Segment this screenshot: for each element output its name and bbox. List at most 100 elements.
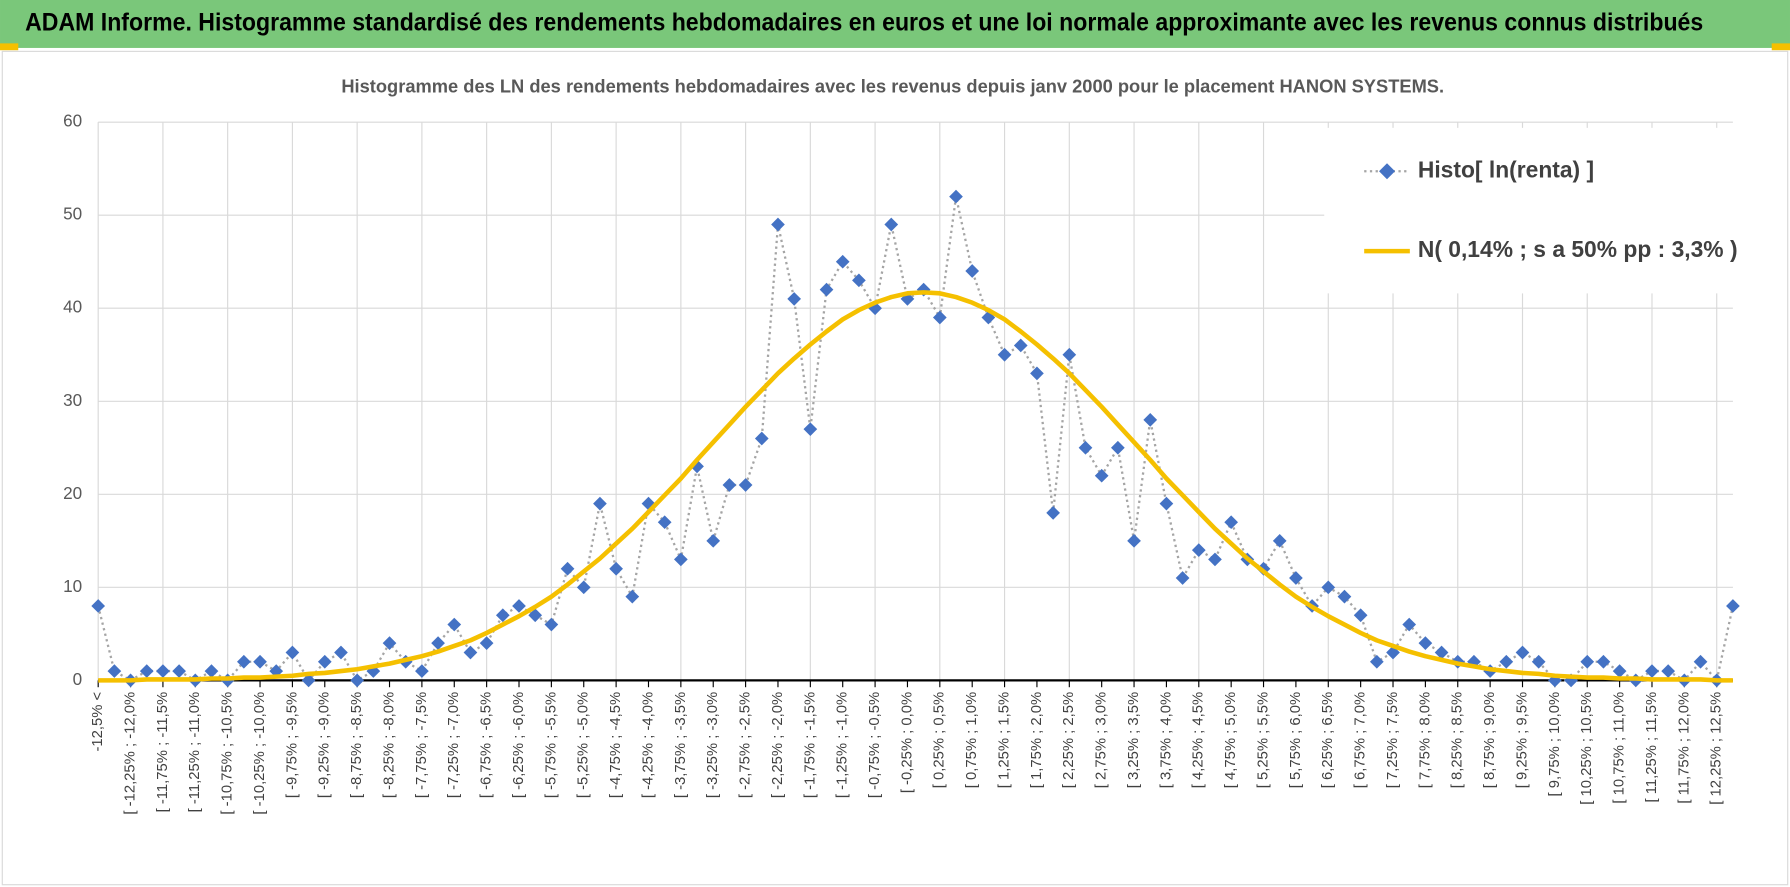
data-marker	[625, 589, 640, 604]
data-marker	[479, 636, 494, 651]
data-marker	[932, 310, 947, 325]
legend-label: Histo[ ln(renta) ]	[1418, 156, 1594, 182]
data-marker	[1402, 617, 1417, 632]
x-tick-label: [ 6,75% ; 7,0%	[1353, 692, 1369, 788]
data-marker	[1418, 636, 1433, 651]
data-marker	[447, 617, 462, 632]
data-marker	[528, 608, 543, 623]
data-marker	[382, 636, 397, 651]
y-tick-label: 40	[63, 298, 82, 317]
corner-mark	[0, 43, 19, 51]
x-tick-label: [ 9,25% ; 9,5%	[1514, 692, 1530, 788]
page-title: ADAM Informe. Histogramme standardisé de…	[25, 9, 1703, 37]
x-tick-label: [ -0,75% ; -0,5%	[867, 692, 883, 798]
x-tick-label: [ -5,25% ; -5,0%	[576, 692, 592, 798]
x-tick-label: [ 10,75% ; 11,0%	[1612, 692, 1628, 804]
data-marker	[512, 599, 526, 613]
data-marker	[738, 478, 753, 492]
y-tick-label: 30	[63, 391, 82, 410]
x-tick-label: [ 10,25% ; 10,5%	[1579, 692, 1595, 805]
data-marker	[657, 515, 672, 530]
data-marker	[1078, 440, 1093, 455]
data-marker	[1127, 533, 1141, 548]
x-tick-label: [ 6,25% ; 6,5%	[1320, 692, 1336, 788]
corner-mark	[1771, 43, 1790, 51]
y-tick-label: 0	[73, 670, 83, 689]
data-marker	[560, 561, 575, 576]
chart-title: Histogramme des LN des rendements hebdom…	[341, 76, 1444, 97]
x-tick-label: [ -8,25% ; -8,0%	[381, 692, 397, 798]
data-marker	[544, 617, 559, 632]
legend-swatch	[1379, 163, 1396, 180]
x-tick-label: [ -12,25% ; -12,0%	[122, 692, 138, 815]
x-tick-label: [ -3,25% ; -3,0%	[705, 692, 721, 798]
x-tick-label: [ -6,75% ; -6,5%	[479, 692, 495, 798]
x-tick-label: [ 0,75% ; 1,0%	[964, 692, 980, 788]
legend-box	[1324, 127, 1736, 294]
x-tick-label: [ -1,75% ; -1,5%	[802, 692, 818, 798]
y-tick-label: 60	[63, 112, 82, 131]
x-tick-label: [ 5,25% ; 5,5%	[1255, 692, 1271, 788]
x-tick-label: [ -7,25% ; -7,0%	[446, 692, 462, 798]
x-tick-label: [ 2,75% ; 3,0%	[1094, 692, 1110, 788]
data-marker	[1191, 543, 1206, 557]
x-tick-label: [ -7,75% ; -7,5%	[414, 692, 430, 798]
x-tick-label: [ 1,25% ; 1,5%	[996, 692, 1012, 788]
x-tick-label: [ 11,75% ; 12,0%	[1676, 692, 1692, 804]
x-tick-label: [ 8,75% ; 9,0%	[1482, 692, 1498, 788]
series-line	[98, 290, 1733, 683]
x-tick-label: [ 7,75% ; 8,0%	[1417, 692, 1433, 788]
x-tick-label: [ -10,25% ; -10,0%	[252, 692, 268, 815]
x-tick-label: [ 7,25% ; 7,5%	[1385, 692, 1401, 788]
y-tick-label: 10	[63, 577, 82, 596]
x-tick-label: -12,5% <	[90, 692, 106, 752]
x-tick-label: [ 3,75% ; 4,0%	[1158, 692, 1174, 788]
data-marker	[91, 599, 106, 613]
data-marker	[1208, 552, 1222, 567]
x-tick-label: [ 5,75% ; 6,0%	[1288, 692, 1304, 788]
x-tick-label: [ 0,25% ; 0,5%	[932, 692, 948, 788]
x-tick-label: [ 12,25% ; 12,5%	[1709, 692, 1725, 805]
x-tick-label: [ -9,75% ; -9,5%	[284, 692, 300, 798]
x-tick-label: [ -11,75% ; -11,5%	[155, 692, 171, 813]
x-tick-label: [ -10,75% ; -10,5%	[220, 692, 236, 815]
data-marker	[1030, 366, 1044, 381]
data-marker	[495, 608, 510, 623]
y-tick-label: 50	[63, 205, 82, 224]
x-tick-label: [ -1,25% ; -1,0%	[835, 692, 851, 798]
data-marker	[965, 264, 980, 278]
data-marker	[674, 552, 688, 567]
banner	[0, 0, 1790, 48]
data-marker	[1224, 515, 1239, 530]
x-tick-label: [ 11,25% ; 11,5%	[1644, 692, 1660, 803]
x-tick-label: [ -9,25% ; -9,0%	[317, 692, 333, 798]
x-tick-label: [ 3,25% ; 3,5%	[1126, 692, 1142, 788]
x-tick-label: [ -4,75% ; -4,5%	[608, 692, 624, 798]
data-marker	[884, 217, 899, 232]
x-tick-label: [ -2,25% ; -2,0%	[770, 692, 786, 798]
legend-label: N( 0,14% ; s a 50% pp : 3,3% )	[1418, 236, 1738, 262]
x-tick-label: [ -11,25% ; -11,0%	[187, 692, 203, 813]
y-tick-label: 20	[63, 484, 82, 503]
data-marker	[949, 189, 963, 204]
data-marker	[576, 580, 591, 595]
data-marker	[431, 636, 445, 651]
data-marker	[609, 561, 623, 576]
x-tick-label: [ -2,75% ; -2,5%	[738, 692, 754, 798]
x-tick-label: [ -6,25% ; -6,0%	[511, 692, 527, 798]
data-marker	[803, 422, 818, 437]
x-tick-label: [ -3,75% ; -3,5%	[673, 692, 689, 798]
x-tick-label: [ 8,25% ; 8,5%	[1450, 692, 1466, 788]
x-tick-label: [ 1,75% ; 2,0%	[1029, 692, 1045, 788]
x-tick-label: [ -8,75% ; -8,5%	[349, 692, 365, 798]
data-marker	[1062, 347, 1077, 362]
data-marker	[1272, 533, 1287, 548]
x-tick-label: [ -5,75% ; -5,5%	[543, 692, 559, 798]
data-marker	[1013, 338, 1028, 353]
x-tick-label: [ 4,75% ; 5,0%	[1223, 692, 1239, 788]
data-marker	[593, 496, 607, 511]
data-marker	[787, 292, 802, 306]
x-tick-label: [ 9,75% ; 10,0%	[1547, 692, 1563, 797]
x-tick-label: [ 4,25% ; 4,5%	[1191, 692, 1207, 788]
